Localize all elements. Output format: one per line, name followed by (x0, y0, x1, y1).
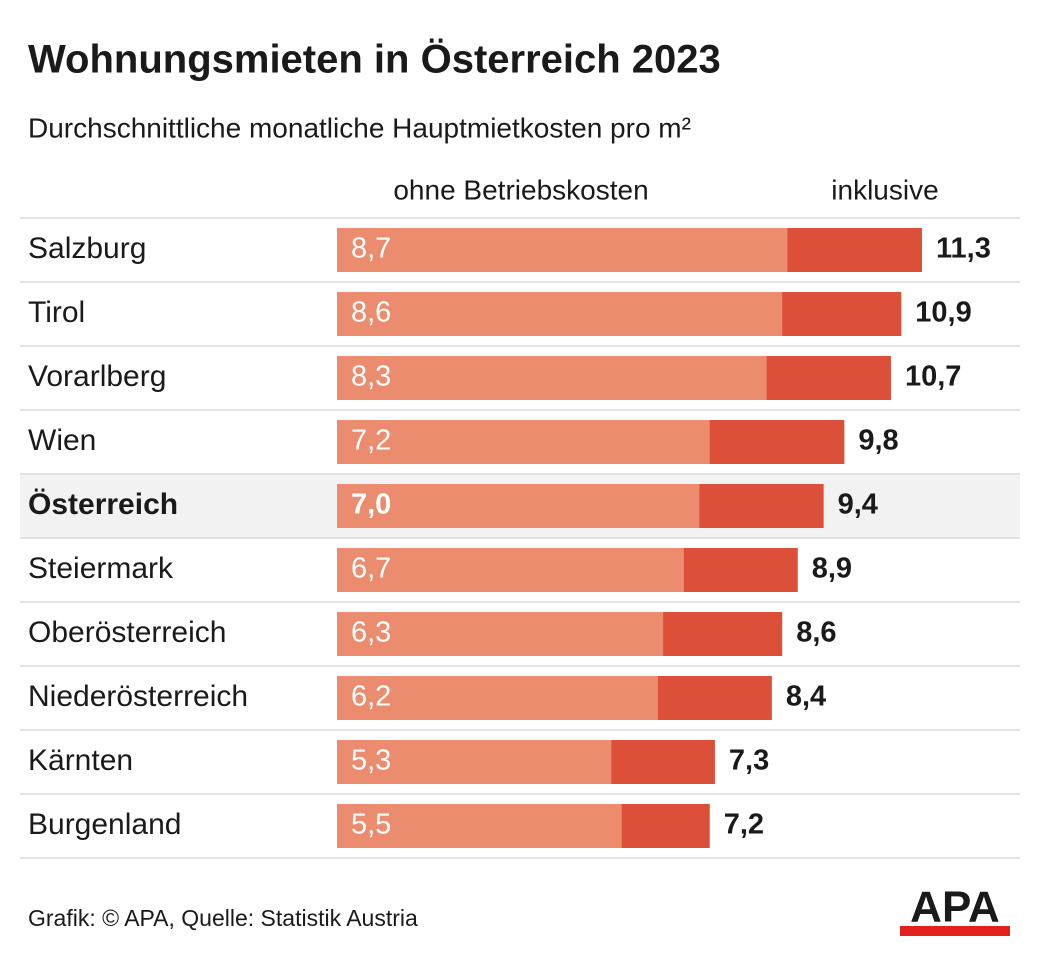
legend-label: inklusive (831, 174, 938, 205)
bar-base (337, 612, 664, 656)
category-label: Niederösterreich (28, 680, 248, 713)
category-label: Kärnten (28, 744, 133, 777)
total-label: 10,9 (915, 297, 971, 329)
category-label: Burgenland (28, 808, 181, 841)
bar-base (337, 676, 658, 720)
category-label: Oberösterreich (28, 616, 226, 649)
total-label: 8,4 (786, 681, 826, 713)
total-label: 8,9 (812, 553, 852, 585)
category-label: Salzburg (28, 232, 146, 265)
total-label: 11,3 (936, 233, 991, 265)
bar-base (337, 548, 684, 592)
category-label: Österreich (28, 488, 178, 521)
bar-base (337, 356, 767, 400)
bar-base (337, 804, 622, 848)
total-label: 8,6 (796, 617, 836, 649)
value-label: 6,7 (351, 553, 391, 585)
total-label: 7,2 (724, 809, 764, 841)
bar-base (337, 292, 783, 336)
category-label: Tirol (28, 296, 85, 329)
value-label: 6,2 (351, 681, 391, 713)
value-label: 7,0 (351, 489, 391, 521)
total-label: 7,3 (729, 745, 769, 777)
category-label: Wien (28, 424, 96, 457)
total-label: 9,4 (838, 489, 878, 521)
value-label: 8,6 (351, 297, 391, 329)
bar-base (337, 228, 788, 272)
category-label: Steiermark (28, 552, 174, 585)
value-label: 6,3 (351, 617, 391, 649)
bar-base (337, 420, 710, 464)
value-label: 5,3 (351, 745, 391, 777)
chart-title: Wohnungsmieten in Österreich 2023 (28, 37, 721, 82)
value-label: 8,7 (351, 233, 391, 265)
value-label: 5,5 (351, 809, 391, 841)
category-label: Vorarlberg (28, 360, 166, 393)
source: Grafik: © APA, Quelle: Statistik Austria (28, 905, 418, 931)
bar-base (337, 740, 612, 784)
total-label: 10,7 (905, 361, 961, 393)
logo-bar (900, 926, 1010, 936)
value-label: 7,2 (351, 425, 391, 457)
chart-subtitle: Durchschnittliche monatliche Hauptmietko… (28, 112, 691, 143)
legend-label: ohne Betriebskosten (393, 174, 648, 205)
bar-base (337, 484, 700, 528)
value-label: 8,3 (351, 361, 391, 393)
logo: APA (910, 883, 1000, 932)
total-label: 9,8 (858, 425, 898, 457)
